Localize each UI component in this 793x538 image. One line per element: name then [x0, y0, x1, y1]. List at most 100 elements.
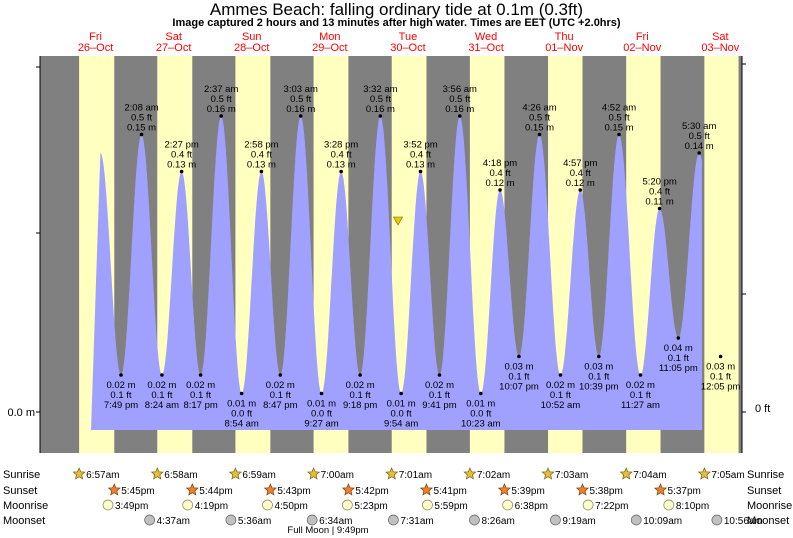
chart-title: Ammes Beach: falling ordinary tide at 0.… [209, 0, 584, 19]
low-tide-point [478, 391, 483, 396]
day-name-label: Mon [319, 31, 340, 43]
high-tide-point [578, 188, 583, 192]
low-tide-time: 8:54 am [224, 419, 258, 430]
day-name-label: Fri [89, 31, 102, 43]
moonrise-time: 4:19pm [195, 501, 228, 512]
high-tide-ft: 0.5 ft [689, 131, 710, 142]
high-tide-time: 2:37 am [204, 84, 238, 95]
sunset-time: 5:37pm [668, 486, 701, 497]
sunrise-time: 6:59am [242, 470, 275, 481]
high-tide-time: 5:30 am [682, 121, 716, 132]
sunset-icon [575, 483, 590, 496]
low-tide-point [239, 391, 244, 396]
high-tide-m: 0.12 m [486, 178, 515, 189]
astro-row-label-left: Sunrise [3, 469, 40, 481]
moonrise-time: 7:22pm [595, 501, 628, 512]
high-tide-ft: 0.5 ft [370, 94, 391, 105]
high-tide-time: 3:03 am [284, 84, 318, 95]
full-moon-label: Full Moon | 9:49pm [287, 525, 368, 536]
low-tide-m: 0.02 m [626, 380, 655, 391]
date-label: 28–Oct [234, 42, 269, 54]
sunset-icon [653, 483, 668, 496]
sunset-icon [263, 483, 277, 496]
moonrise-time: 6:38pm [515, 501, 548, 512]
low-tide-m: 0.04 m [664, 343, 693, 354]
high-tide-m: 0.15 m [127, 123, 156, 134]
low-tide-time: 9:54 am [384, 419, 418, 430]
sunrise-icon [150, 467, 164, 480]
high-tide-time: 3:32 am [363, 84, 397, 95]
date-label: 29–Oct [312, 42, 347, 54]
low-tide-ft: 0.0 ft [391, 409, 412, 420]
low-tide-time: 9:27 am [304, 419, 338, 430]
moonset-icon [306, 514, 318, 526]
high-tide-ft: 0.4 ft [171, 150, 192, 161]
sunrise-time: 7:03am [555, 470, 588, 481]
sunset-time: 5:43pm [277, 486, 310, 497]
high-tide-point [259, 169, 264, 174]
sunset-time: 5:38pm [589, 486, 622, 497]
low-tide-time: 10:52 am [541, 400, 581, 411]
moonrise-icon [102, 499, 114, 511]
high-tide-point [457, 114, 462, 118]
sunrise-icon [228, 467, 242, 480]
high-tide-point [179, 169, 184, 174]
astro-row-label-right: Sunset [747, 485, 781, 497]
date-label: 30–Oct [390, 42, 425, 54]
low-tide-ft: 0.1 ft [110, 390, 131, 401]
high-tide-point [219, 114, 224, 118]
low-tide-point [399, 391, 403, 396]
low-tide-point [597, 354, 601, 359]
day-name-label: Sat [712, 31, 729, 43]
low-tide-ft: 0.1 ft [710, 372, 731, 383]
low-tide-m: 0.02 m [346, 380, 375, 391]
low-tide-m: 0.02 m [266, 380, 295, 391]
moonrise-time: 4:50pm [274, 501, 307, 512]
chart-subtitle: Image captured 2 hours and 13 minutes af… [172, 17, 621, 29]
sunset-icon [419, 483, 434, 496]
moonset-icon [388, 514, 399, 526]
high-tide-point [298, 114, 303, 118]
low-tide-time: 9:41 pm [422, 400, 456, 411]
moonset-icon [630, 514, 642, 526]
moonset-time: 10:09am [643, 516, 682, 527]
low-tide-m: 0.01 m [307, 399, 336, 410]
high-tide-ft: 0.4 ft [570, 168, 591, 179]
date-label: 27–Oct [156, 42, 191, 54]
date-label: 26–Oct [78, 42, 113, 54]
moonrise-icon [663, 499, 675, 511]
sunrise-time: 7:02am [477, 470, 510, 481]
low-tide-time: 10:39 pm [579, 382, 619, 393]
high-tide-point [139, 132, 144, 137]
moonrise-icon [422, 499, 433, 511]
moonrise-icon [582, 499, 594, 511]
sunrise-time: 6:58am [164, 470, 197, 481]
low-tide-ft: 0.1 ft [270, 390, 291, 401]
low-tide-m: 0.02 m [147, 380, 176, 391]
high-tide-m: 0.16 m [445, 104, 474, 115]
high-tide-point [339, 169, 343, 174]
high-tide-time: 2:58 pm [244, 140, 278, 151]
low-tide-time: 11:05 pm [659, 363, 698, 374]
sunrise-icon [619, 467, 633, 480]
high-tide-point [418, 169, 423, 174]
moonrise-time: 3:49pm [115, 501, 148, 512]
high-tide-ft: 0.4 ft [251, 150, 272, 161]
sunrise-time: 7:00am [321, 470, 354, 481]
low-tide-m: 0.03 m [504, 362, 533, 373]
high-tide-time: 2:08 am [124, 103, 158, 114]
low-tide-ft: 0.1 ft [630, 390, 651, 401]
sunset-time: 5:44pm [199, 486, 232, 497]
high-tide-m: 0.13 m [247, 160, 276, 171]
sunset-time: 5:39pm [511, 486, 544, 497]
low-tide-ft: 0.0 ft [231, 409, 252, 420]
low-tide-point [119, 373, 123, 377]
high-tide-time: 3:28 pm [324, 140, 358, 151]
low-tide-ft: 0.1 ft [429, 390, 450, 401]
low-tide-time: 8:24 am [145, 400, 179, 411]
low-tide-m: 0.03 m [706, 362, 735, 373]
high-tide-ft: 0.5 ft [529, 113, 550, 124]
tide-area [91, 116, 702, 430]
day-name-label: Fri [636, 31, 649, 43]
